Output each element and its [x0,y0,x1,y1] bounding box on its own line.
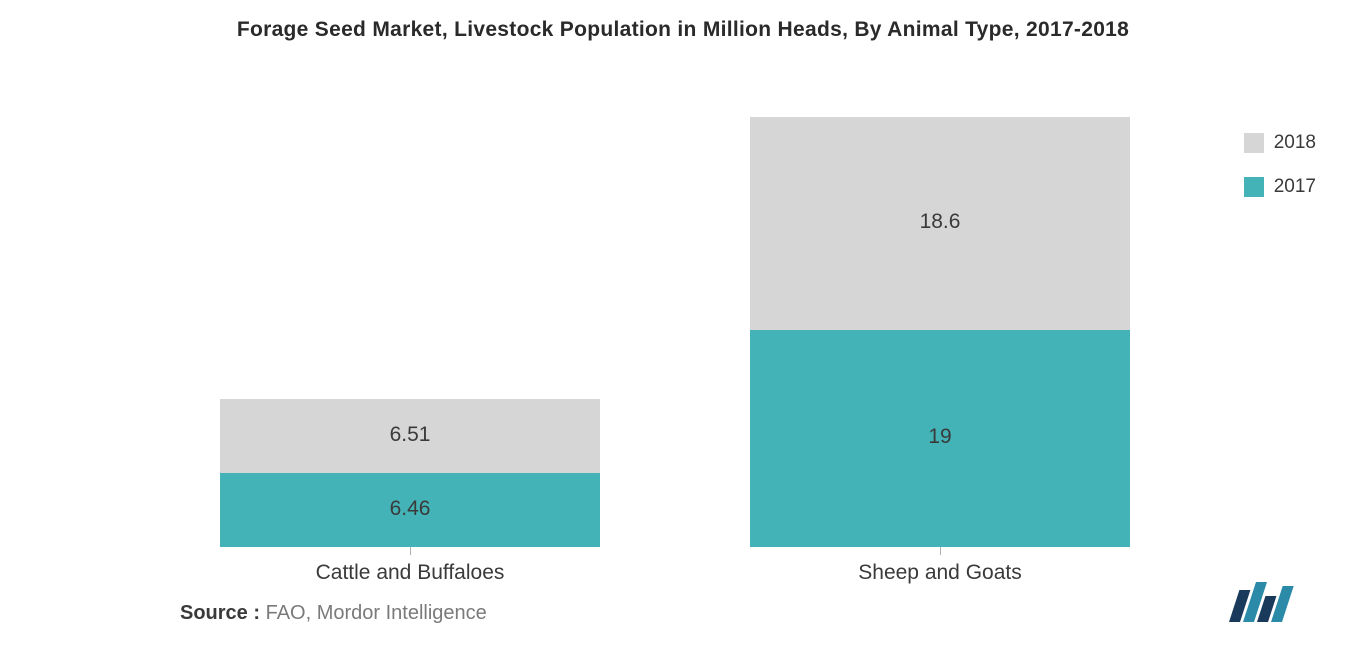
bar-label-2017-sheep: 19 [750,425,1130,449]
bar-label-2018-cattle: 6.51 [220,423,600,447]
legend: 2018 2017 [1244,132,1316,220]
source-line: Source : FAO, Mordor Intelligence [180,602,487,625]
legend-label-2017: 2017 [1274,176,1316,198]
bar-label-2017-cattle: 6.46 [220,497,600,521]
bar-label-2018-sheep: 18.6 [750,210,1130,234]
source-label: Source : [180,602,260,624]
tick-mark [410,547,411,555]
bar-2017-sheep: 19 [750,330,1130,547]
brand-logo [1228,582,1306,627]
chart-container: 6.46 6.51 19 18.6 Cattle and Buffaloes S… [0,42,1366,602]
legend-swatch-2018 [1244,133,1264,153]
plot-area: 6.46 6.51 19 18.6 Cattle and Buffaloes S… [180,117,1160,547]
logo-icon [1228,582,1306,622]
category-label-cattle: Cattle and Buffaloes [220,561,600,585]
category-label-sheep: Sheep and Goats [750,561,1130,585]
legend-swatch-2017 [1244,177,1264,197]
source-text: FAO, Mordor Intelligence [260,602,487,624]
bar-2018-cattle: 6.51 [220,399,600,473]
legend-item-2018: 2018 [1244,132,1316,154]
bar-2017-cattle: 6.46 [220,473,600,547]
tick-mark [940,547,941,555]
legend-label-2018: 2018 [1274,132,1316,154]
chart-title: Forage Seed Market, Livestock Population… [0,0,1366,42]
bar-2018-sheep: 18.6 [750,117,1130,330]
legend-item-2017: 2017 [1244,176,1316,198]
